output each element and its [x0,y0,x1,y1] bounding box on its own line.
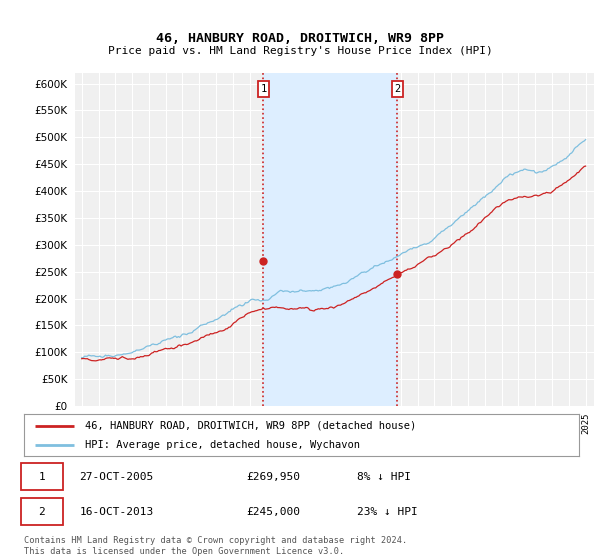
Text: 16-OCT-2013: 16-OCT-2013 [79,507,154,517]
Text: 1: 1 [38,472,45,482]
Text: 46, HANBURY ROAD, DROITWICH, WR9 8PP (detached house): 46, HANBURY ROAD, DROITWICH, WR9 8PP (de… [85,421,416,431]
Text: 27-OCT-2005: 27-OCT-2005 [79,472,154,482]
Text: £245,000: £245,000 [246,507,300,517]
Text: 46, HANBURY ROAD, DROITWICH, WR9 8PP: 46, HANBURY ROAD, DROITWICH, WR9 8PP [156,32,444,45]
Text: 2: 2 [394,84,400,94]
Text: 8% ↓ HPI: 8% ↓ HPI [357,472,411,482]
Text: 23% ↓ HPI: 23% ↓ HPI [357,507,418,517]
Text: Price paid vs. HM Land Registry's House Price Index (HPI): Price paid vs. HM Land Registry's House … [107,46,493,56]
FancyBboxPatch shape [21,464,63,490]
Text: 2: 2 [38,507,45,517]
Text: 1: 1 [260,84,266,94]
Text: £269,950: £269,950 [246,472,300,482]
Bar [263,73,397,406]
Text: Contains HM Land Registry data © Crown copyright and database right 2024.
This d: Contains HM Land Registry data © Crown c… [24,536,407,556]
Point [392,270,402,279]
Text: HPI: Average price, detached house, Wychavon: HPI: Average price, detached house, Wych… [85,440,360,450]
Point [259,256,268,265]
FancyBboxPatch shape [21,498,63,525]
